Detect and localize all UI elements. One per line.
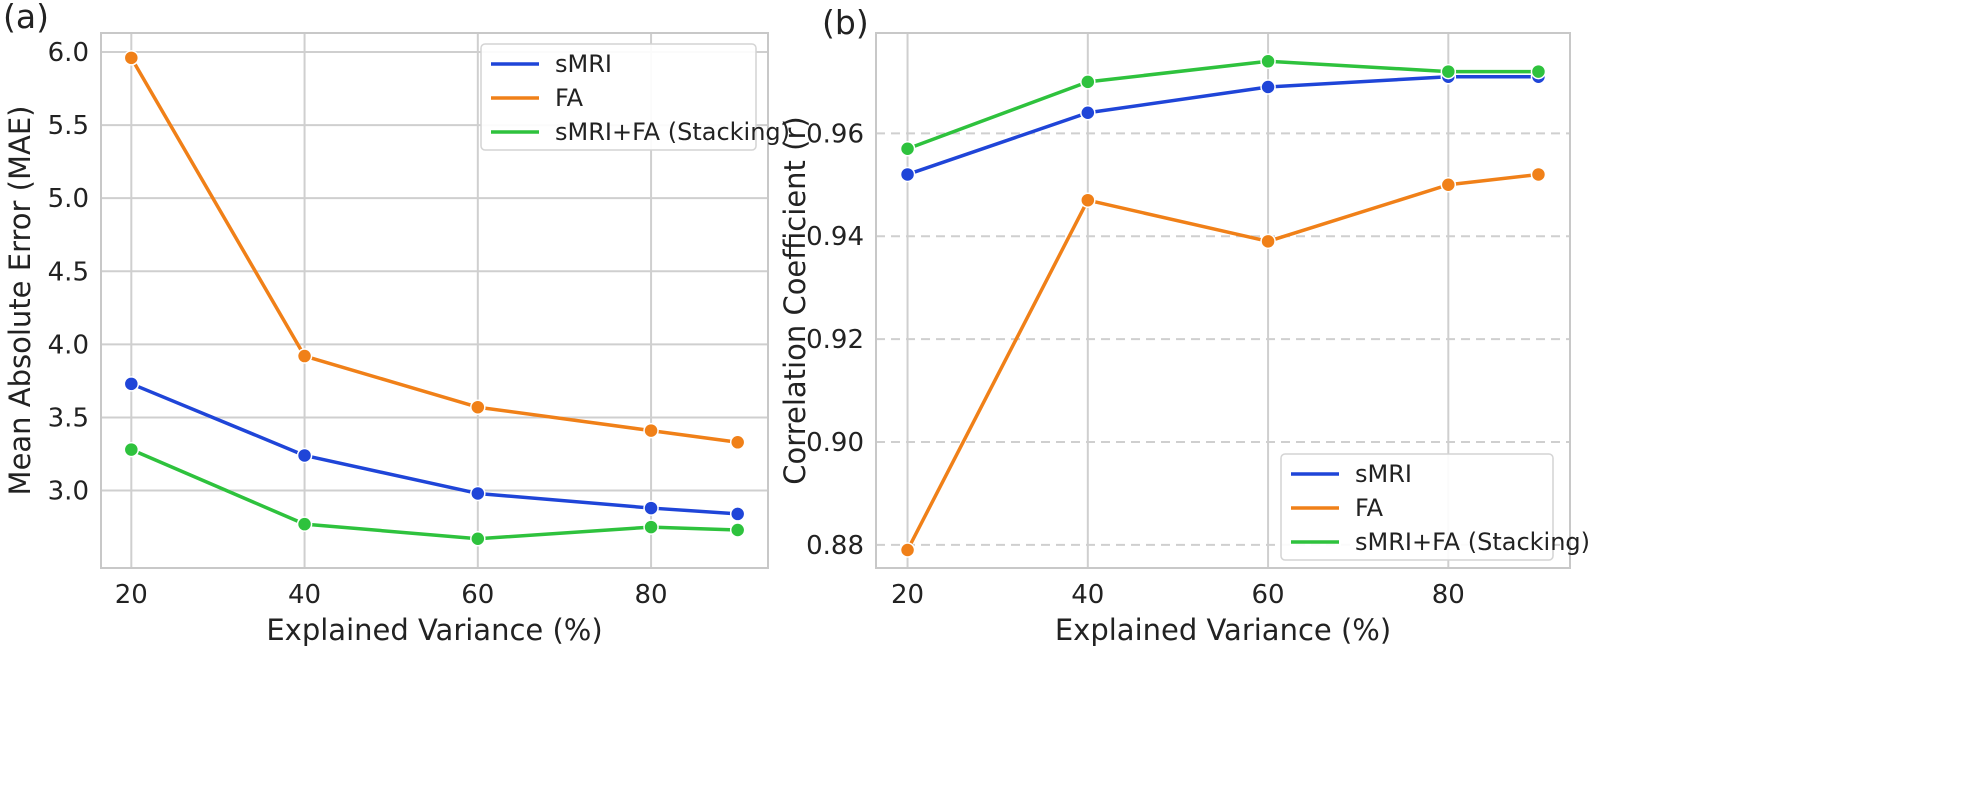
- legend-entry: sMRI+FA (Stacking): [1355, 528, 1590, 556]
- x-tick-label: 80: [635, 580, 668, 610]
- y-axis-label: Correlation Coefficient (r): [778, 116, 812, 484]
- data-point: [1260, 53, 1276, 70]
- y-tick-label: 0.96: [806, 119, 864, 149]
- legend: sMRI FA sMRI+FA (Stacking): [480, 43, 790, 151]
- data-point: [123, 50, 140, 66]
- y-tick-label: 6.0: [48, 38, 89, 68]
- data-point: [1080, 74, 1096, 90]
- x-tick-label: 20: [115, 580, 148, 610]
- y-tick-label: 3.0: [48, 477, 89, 507]
- data-point: [296, 348, 313, 364]
- data-point: [123, 376, 140, 392]
- legend-box: [480, 43, 757, 151]
- data-point: [470, 399, 486, 415]
- panel-a: 20 40 60 80 3.0 3.5 4.0 4.5 5.0 5.5 6.0 Explained V…: [3, 0, 790, 647]
- data-point: [1530, 63, 1547, 80]
- data-point: [1440, 63, 1457, 80]
- data-point: [1260, 233, 1276, 250]
- panel-label: (b): [822, 3, 869, 42]
- x-tick-label: 40: [1071, 580, 1104, 610]
- data-point: [643, 500, 659, 516]
- data-point: [899, 166, 916, 183]
- data-point: [729, 434, 746, 451]
- series-line-smri: [906, 74, 1539, 177]
- data-point: [1440, 177, 1457, 193]
- legend-entry: sMRI: [1355, 460, 1412, 488]
- data-point: [1080, 192, 1096, 208]
- y-tick-label: 5.0: [48, 184, 89, 214]
- legend-box: [1280, 453, 1554, 561]
- legend-entry: FA: [1355, 494, 1384, 522]
- data-point: [1260, 79, 1276, 95]
- legend-entry: sMRI+FA (Stacking): [555, 118, 790, 146]
- panel-b: 20 40 60 80 0.88 0.90 0.92 0.94 0.96 Explained Va…: [778, 3, 1590, 647]
- y-tick-label: 3.5: [48, 403, 89, 433]
- data-point: [643, 422, 659, 439]
- y-tick-label: 4.0: [48, 330, 89, 360]
- legend-entry: FA: [555, 84, 584, 112]
- y-tick-label: 0.92: [806, 325, 864, 355]
- data-point: [729, 506, 746, 522]
- data-point: [1080, 104, 1096, 121]
- data-point: [1530, 166, 1547, 183]
- x-tick-label: 40: [288, 580, 321, 610]
- y-tick-label: 0.94: [806, 222, 864, 252]
- data-point: [470, 485, 486, 502]
- data-point: [729, 522, 746, 538]
- x-tick-label: 80: [1432, 580, 1465, 610]
- data-point: [470, 531, 486, 547]
- data-point: [899, 542, 916, 558]
- x-axis-label: Explained Variance (%): [1055, 613, 1391, 647]
- x-tick-label: 20: [891, 580, 924, 610]
- y-tick-label: 0.90: [806, 428, 864, 458]
- data-point: [899, 140, 916, 157]
- data-point: [123, 441, 140, 458]
- legend: sMRI FA sMRI+FA (Stacking): [1280, 453, 1590, 561]
- y-tick-label: 4.5: [48, 257, 89, 287]
- legend-entry: sMRI: [555, 50, 612, 78]
- data-point: [643, 519, 659, 535]
- data-point: [296, 516, 313, 532]
- panel-label: (a): [3, 0, 49, 36]
- x-tick-label: 60: [1252, 580, 1285, 610]
- series-line-smri: [130, 382, 738, 516]
- data-point: [296, 447, 313, 464]
- y-tick-label: 5.5: [48, 111, 89, 141]
- plot-frame: [875, 32, 1571, 569]
- plot-frame: [100, 32, 769, 569]
- y-tick-label: 0.88: [806, 531, 864, 561]
- x-tick-label: 60: [461, 580, 494, 610]
- x-axis-label: Explained Variance (%): [266, 613, 602, 647]
- y-axis-label: Mean Absolute Error (MAE): [3, 106, 37, 496]
